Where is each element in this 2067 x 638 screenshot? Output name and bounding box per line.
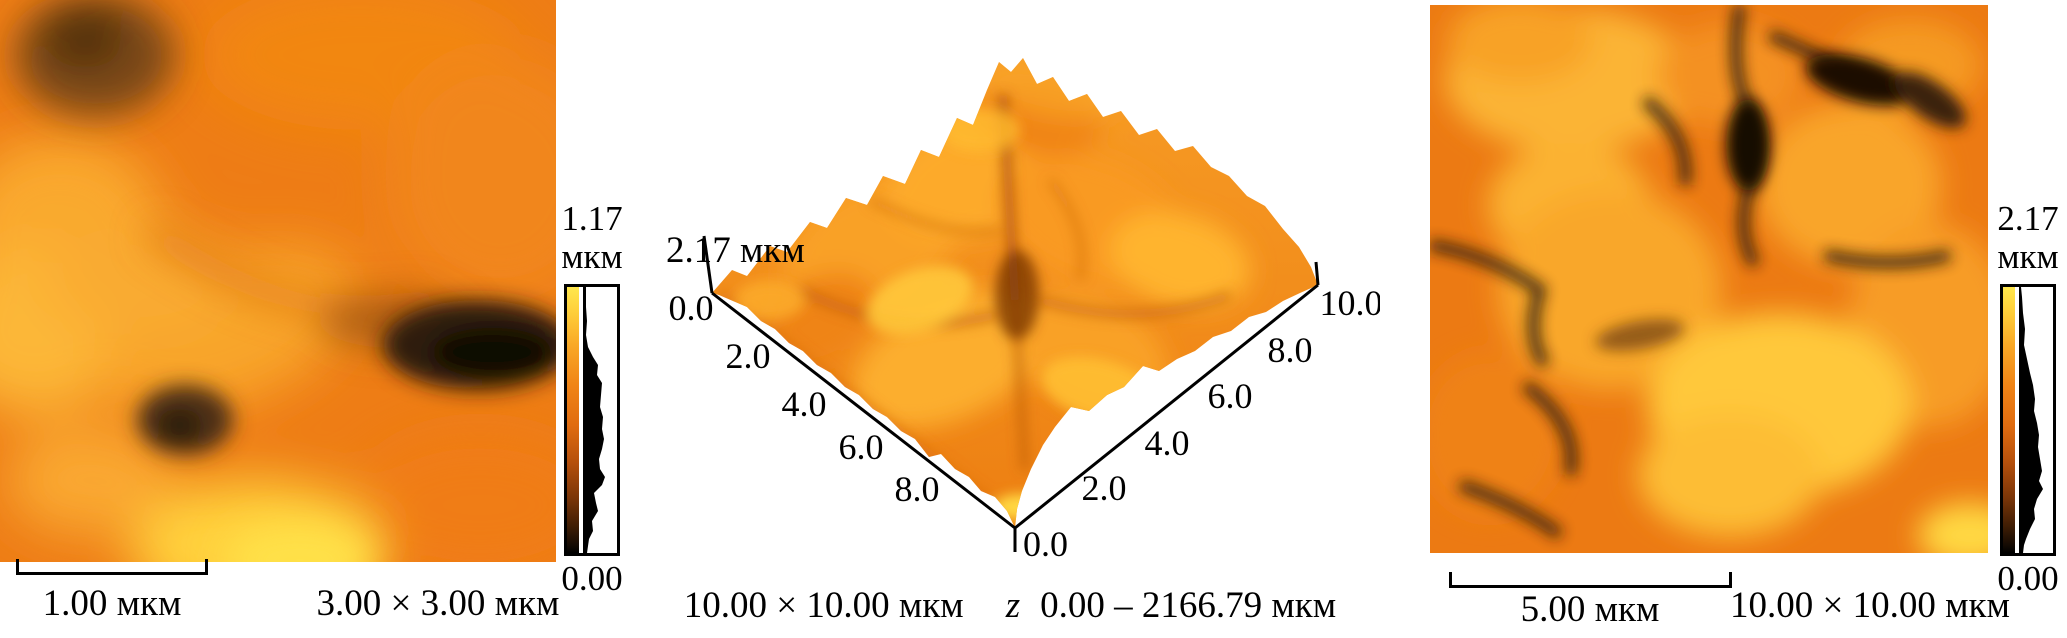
- middle-3d-surface-plot: 2.17 мкм 0.0 2.0 4.0 6.0 8.0 0.0 2.0 4.0…: [666, 58, 1380, 564]
- z-axis-line: [702, 235, 714, 294]
- origin-tick-label: 0.0: [1023, 524, 1068, 564]
- right-scale-bar: [1449, 572, 1732, 588]
- left-height-histogram: [585, 286, 605, 553]
- right-colorbar-gradient: [2003, 286, 2015, 553]
- y-tick-4: 10.0: [1320, 283, 1381, 323]
- left-scan-size-label: 3.00 × 3.00 мкм: [316, 583, 560, 624]
- right-scan-size-label: 10.00 × 10.00 мкм: [1730, 585, 2010, 626]
- left-scale-bar-label: 1.00 мкм: [42, 583, 182, 624]
- y-axis-line: [1014, 283, 1319, 530]
- left-colorbar-unit-label: мкм: [561, 236, 623, 276]
- middle-caption: 10.00 × 10.00 мкм z 0.00 – 2166.79 мкм: [640, 585, 1380, 627]
- left-afm-topography-blobs: [0, 0, 556, 562]
- z-max-label: 2.17 мкм: [666, 230, 805, 271]
- x-tick-0: 0.0: [669, 288, 714, 328]
- left-colorbar: 1.17 мкм 0.00: [556, 200, 628, 597]
- y-axis-end-tick-mark: [1314, 261, 1320, 286]
- y-tick-0: 2.0: [1082, 468, 1127, 508]
- x-tick-2: 4.0: [782, 384, 827, 424]
- right-colorbar-min-label: 0.00: [1997, 558, 2059, 598]
- x-tick-4: 8.0: [895, 469, 940, 509]
- surface-axes: [702, 235, 1320, 552]
- left-afm-image: [0, 0, 556, 562]
- surface-shading: [715, 60, 1251, 526]
- right-afm-dark-pits: [1595, 54, 1966, 351]
- x-tick-1: 2.0: [726, 336, 771, 376]
- left-colorbar-histogram: [585, 286, 617, 553]
- y-tick-1: 4.0: [1145, 423, 1190, 463]
- right-scale-bar-label: 5.00 мкм: [1520, 589, 1660, 630]
- x-axis-line: [711, 291, 1016, 530]
- right-afm-image: [1430, 5, 1988, 553]
- left-colorbar-box: [564, 283, 620, 556]
- left-colorbar-gap: [579, 286, 583, 553]
- left-scale-bar: [16, 559, 208, 575]
- y-tick-2: 6.0: [1208, 376, 1253, 416]
- right-colorbar-max-label: 2.17: [1997, 199, 2059, 238]
- left-colorbar-gradient: [567, 286, 579, 553]
- left-colorbar-divider: [583, 286, 585, 553]
- middle-scan-size-label: 10.00 × 10.00 мкм: [683, 585, 964, 626]
- left-colorbar-max-label: 1.17: [561, 199, 623, 238]
- middle-z-symbol: z: [1005, 585, 1021, 626]
- right-colorbar-histogram: [2021, 286, 2053, 553]
- right-height-histogram: [2021, 286, 2043, 553]
- right-colorbar-box: [2000, 283, 2056, 556]
- middle-z-range-label: 0.00 – 2166.79 мкм: [1040, 585, 1337, 626]
- right-colorbar-gap: [2015, 286, 2019, 553]
- y-tick-3: 8.0: [1268, 330, 1313, 370]
- right-colorbar: 2.17 мкм 0.00: [1992, 200, 2064, 597]
- x-tick-3: 6.0: [839, 427, 884, 467]
- right-colorbar-unit-label: мкм: [1997, 236, 2059, 276]
- right-colorbar-divider: [2019, 286, 2021, 553]
- surface-axis-labels: 2.17 мкм 0.0 2.0 4.0 6.0 8.0 0.0 2.0 4.0…: [666, 230, 1380, 564]
- surface-terrain: [712, 58, 1318, 528]
- left-colorbar-min-label: 0.00: [561, 558, 623, 598]
